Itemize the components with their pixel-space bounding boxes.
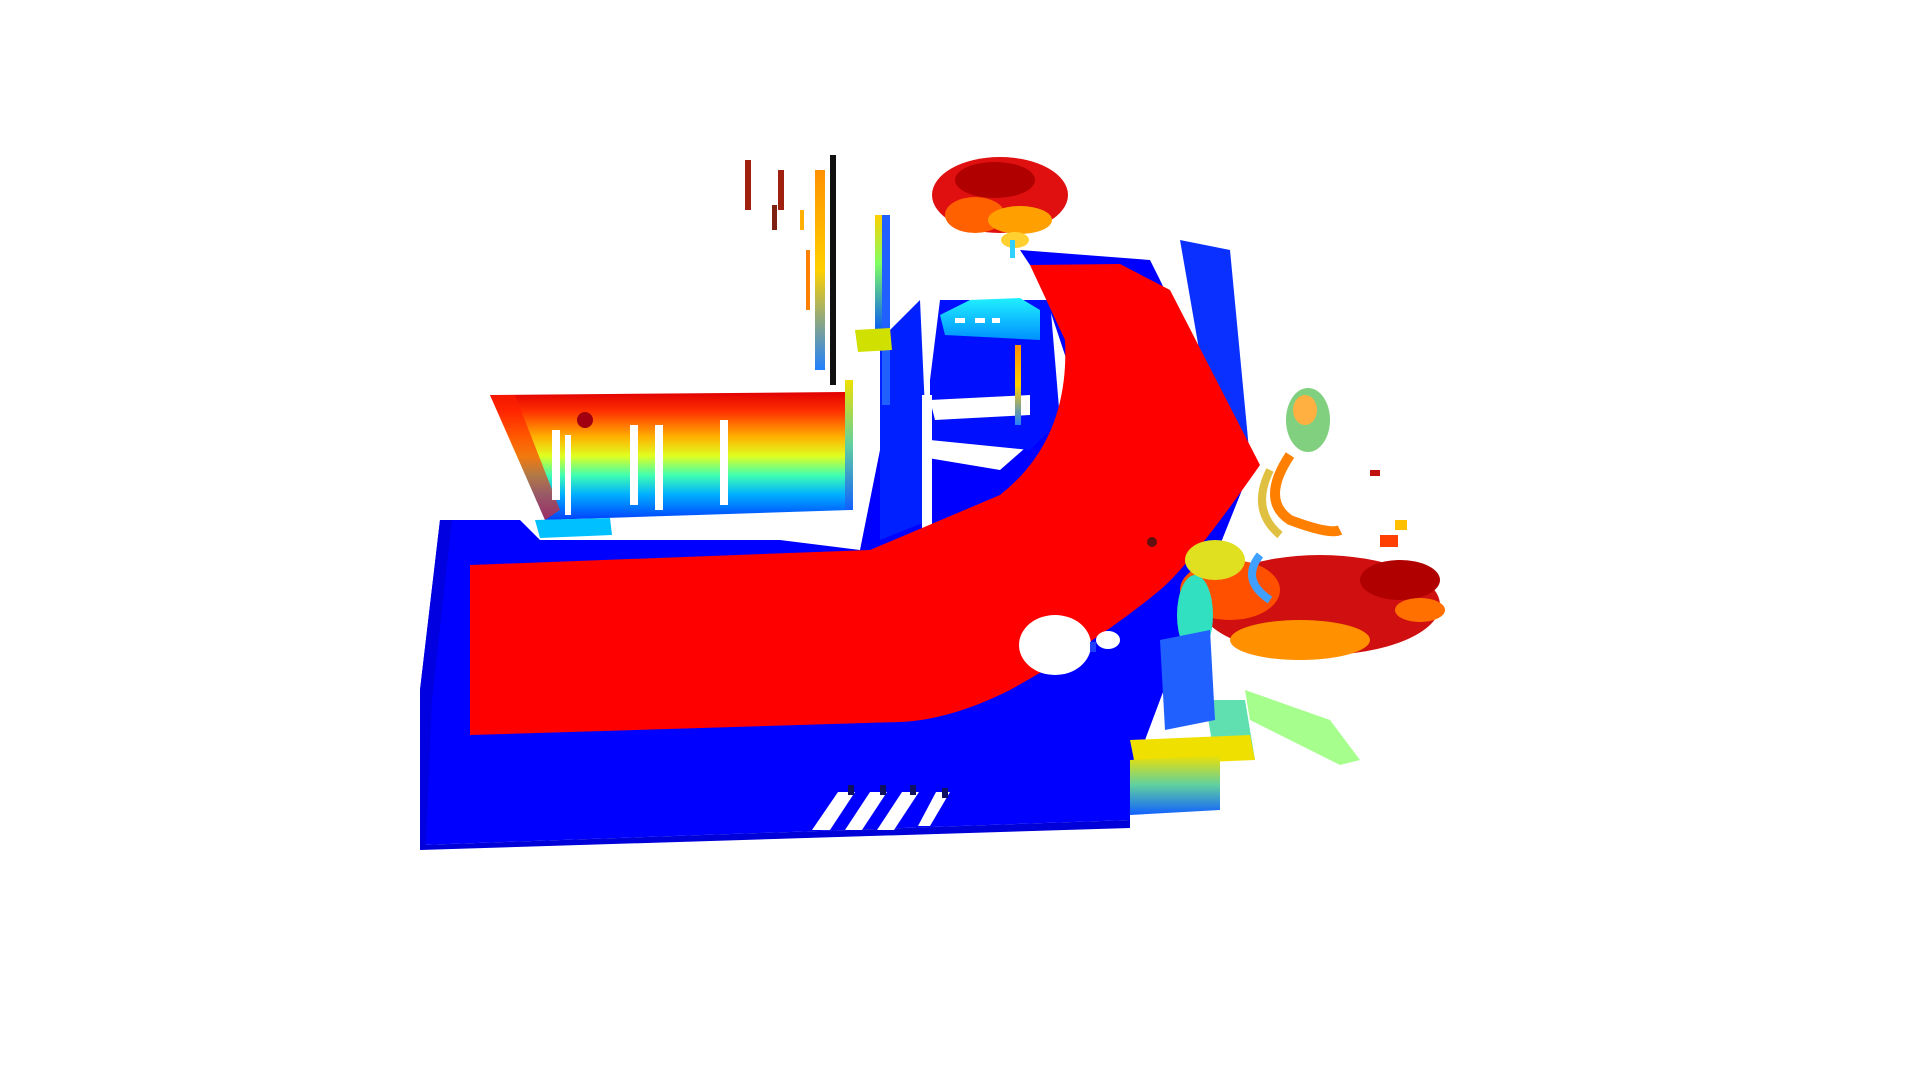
pole-structures bbox=[815, 155, 1021, 510]
building-wall-left bbox=[490, 392, 850, 538]
arch-structure bbox=[1248, 452, 1343, 604]
tree-cluster-top bbox=[932, 157, 1068, 258]
scatter-top-left bbox=[745, 160, 810, 310]
background-object bbox=[940, 298, 1040, 340]
ground-gaps bbox=[812, 395, 1030, 830]
box-object bbox=[1130, 630, 1255, 815]
tree-cluster-right bbox=[1177, 388, 1445, 660]
scan-hole bbox=[1019, 537, 1157, 675]
